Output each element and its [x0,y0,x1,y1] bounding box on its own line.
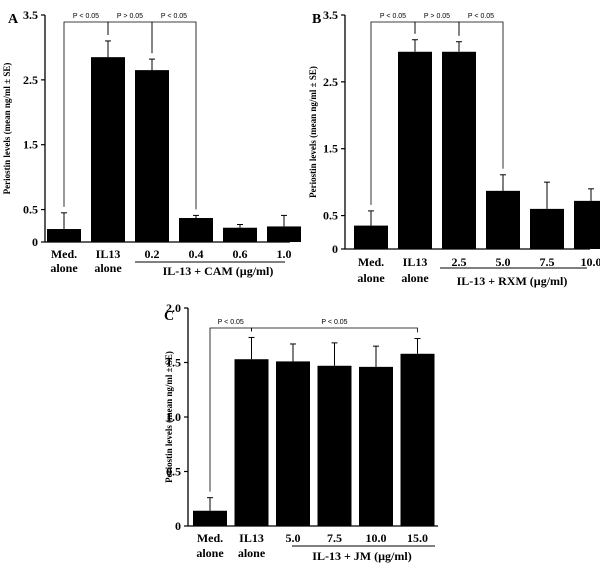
y-tick-label: 1.0 [166,410,181,424]
p-value-annotation: P > 0.05 [424,13,450,20]
category-label: 0.2 [145,247,160,261]
y-axis-title: Periostin levels (mean ng/ml ± SE) [164,351,174,483]
bar [530,208,564,249]
group-label: IL-13 + RXM (µg/ml) [457,274,568,288]
y-tick-label: 2.5 [323,75,338,89]
category-label: IL13 [403,255,428,269]
significance-bracket [107,21,153,54]
bar [179,218,213,242]
panel-letter: B [312,12,321,27]
category-label: 10.0 [366,531,387,545]
p-value-annotation: P > 0.05 [117,13,143,20]
group-label: IL-13 + JM (µg/ml) [312,549,411,563]
p-value-annotation: P < 0.05 [468,13,494,20]
bar [486,190,520,249]
category-label: 7.5 [327,531,342,545]
category-label: 1.0 [277,247,292,261]
category-label-line2: alone [357,271,385,285]
panel-letter: A [8,12,19,27]
y-tick-label: 1.5 [23,138,38,152]
y-tick-label: 0 [332,242,338,256]
bar [276,361,310,526]
category-label: 10.0 [581,255,600,269]
category-label-line2: alone [401,271,429,285]
panel-letter: C [164,309,174,324]
y-tick-label: 3.5 [323,8,338,22]
category-label-line2: alone [238,546,266,560]
bar [574,200,600,249]
y-axis-title: Periostin levels (mean ng/ml ± SE) [2,63,12,195]
y-tick-label: 0.5 [23,203,38,217]
category-label-line2: alone [50,261,78,275]
y-tick-label: 1.5 [323,142,338,156]
panel-b: B 0 0.5 1.5 2.5 3.5 Periostin levels (mean ng/… [308,8,600,288]
bar [91,57,125,243]
panel-a: A 0 0.5 1.5 2.5 3.5 Periostin levels (mean ng/… [2,8,301,278]
bar [442,51,476,250]
bar [400,353,435,526]
category-label: Med. [197,531,223,545]
bar [234,359,269,526]
category-label: 0.4 [189,247,204,261]
significance-bracket [458,21,504,169]
category-label-line2: alone [196,546,224,560]
y-tick-label: 2.0 [166,301,181,315]
category-label: Med. [358,255,384,269]
y-tick-label: 0.5 [166,465,181,479]
y-tick-label: 3.5 [23,8,38,22]
significance-bracket [414,21,460,36]
bar [135,70,169,242]
bar [354,225,388,249]
y-tick-label: 2.5 [23,73,38,87]
panel-c: C 0 0.5 1.0 1.5 2.0 Periostin levels (mean ng/… [164,301,438,563]
bar [47,229,81,242]
bar [267,226,301,242]
group-label: IL-13 + CAM (µg/ml) [163,264,274,278]
category-label: 15.0 [407,531,428,545]
bar [223,227,257,242]
y-tick-label: 0 [175,519,181,533]
y-axis-title: Periostin levels (mean ng/ml ± SE) [308,66,318,198]
category-label: 7.5 [540,255,555,269]
p-value-annotation: P < 0.05 [218,319,244,326]
p-value-annotation: P < 0.05 [161,13,187,20]
bar [317,365,352,526]
category-label: 5.0 [496,255,511,269]
y-tick-label: 0 [32,235,38,249]
bar [193,510,227,526]
category-label: 2.5 [452,255,467,269]
category-label: 0.6 [233,247,248,261]
y-tick-label: 0.5 [323,209,338,223]
bar [398,51,432,250]
significance-bracket [251,327,418,333]
bar [359,366,393,526]
p-value-annotation: P < 0.05 [321,319,347,326]
p-value-annotation: P < 0.05 [380,13,406,20]
category-label: 5.0 [286,531,301,545]
significance-bracket [151,21,197,210]
category-label: IL13 [96,247,121,261]
category-label: IL13 [239,531,264,545]
p-value-annotation: P < 0.05 [73,13,99,20]
y-tick-label: 1.5 [166,356,181,370]
category-label: Med. [51,247,77,261]
category-label-line2: alone [94,261,122,275]
